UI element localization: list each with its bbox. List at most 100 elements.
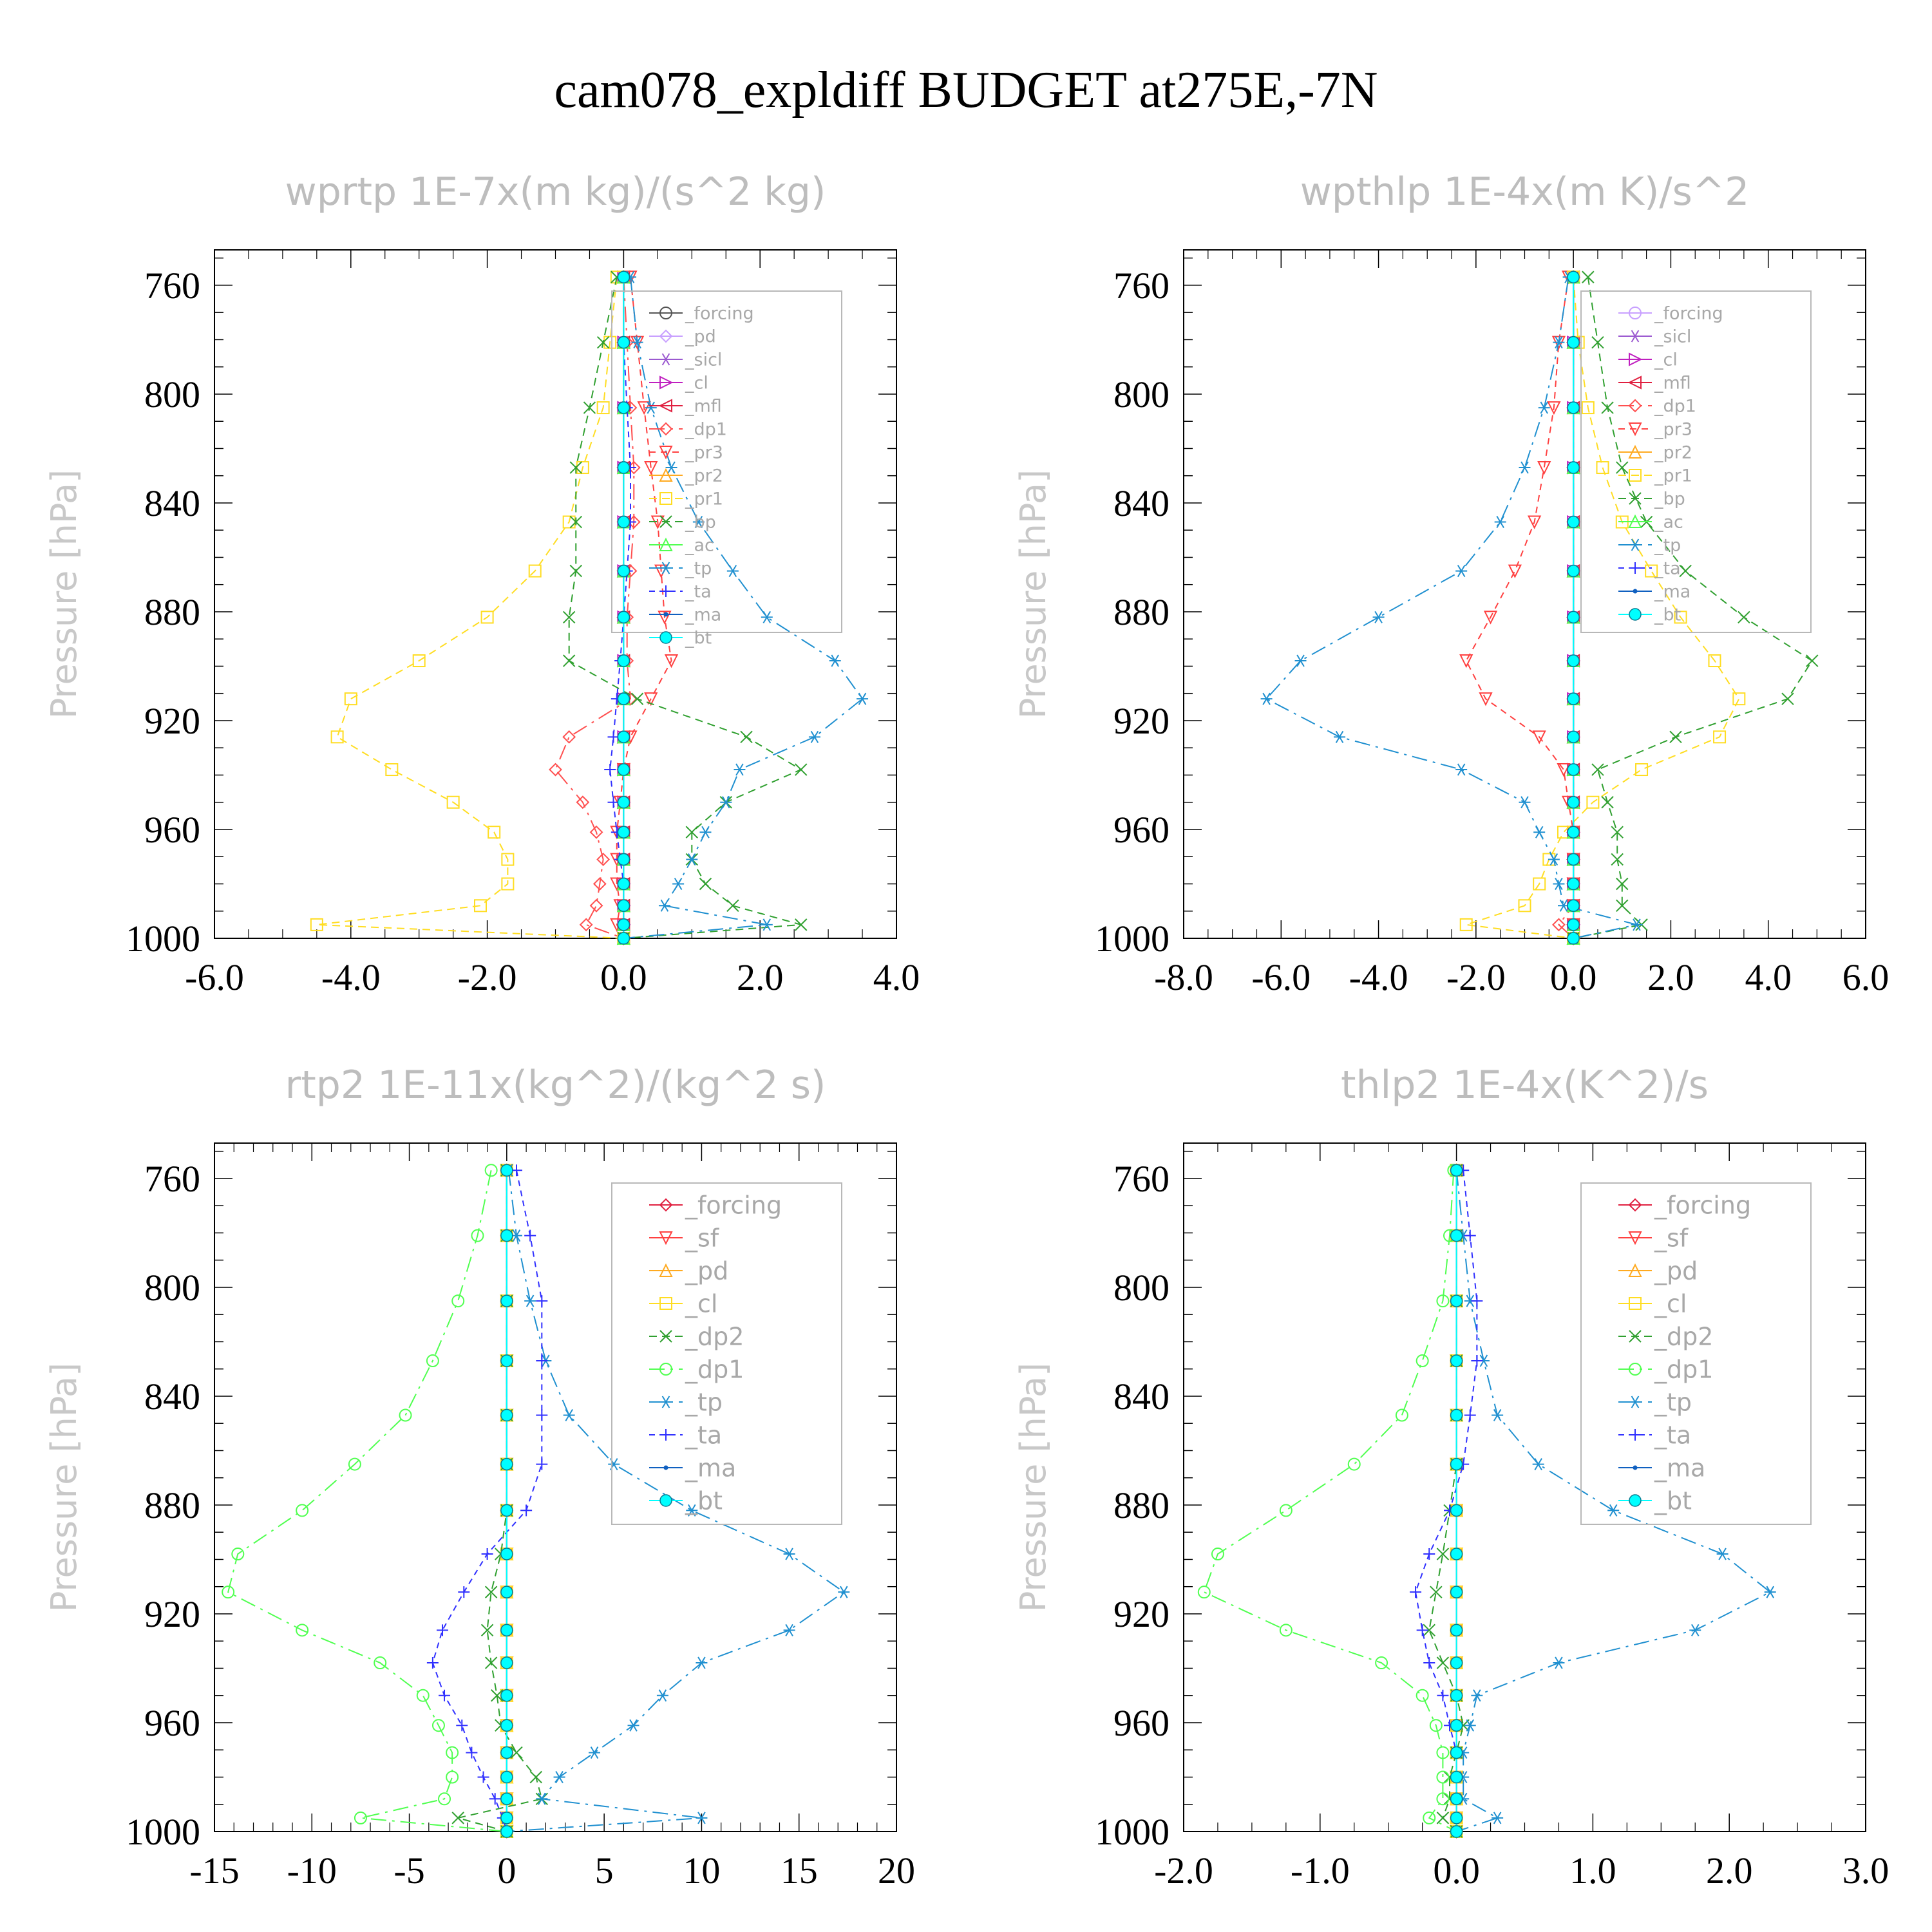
data-point: [740, 730, 753, 744]
data-point: [617, 270, 630, 284]
x-tick-label: 0: [497, 1850, 516, 1891]
legend-item: _mfl: [1618, 373, 1691, 393]
series-bt: [617, 270, 630, 945]
y-tick-label: 920: [1113, 1593, 1170, 1635]
y-tick-label: 1000: [1095, 918, 1170, 960]
data-point: [416, 1689, 430, 1702]
data-point: [1450, 1548, 1463, 1560]
data-point: [451, 1812, 464, 1824]
legend-label: _pr3: [1654, 419, 1692, 439]
data-point: [726, 565, 739, 578]
legend-marker: [1629, 469, 1642, 482]
data-point: [310, 918, 323, 931]
data-point: [385, 763, 399, 777]
data-point: [1483, 611, 1498, 625]
data-point: [524, 1294, 536, 1307]
legend-marker: [1629, 1330, 1642, 1343]
data-point: [1430, 1586, 1443, 1598]
data-point: [1455, 763, 1468, 776]
data-point: [446, 1746, 459, 1759]
legend-marker: [658, 399, 672, 413]
data-point: [500, 1229, 513, 1242]
panel-title: rtp2 1E-11x(kg^2)/(kg^2 s): [285, 1063, 826, 1108]
legend-item: _ta: [649, 1421, 722, 1449]
data-point: [658, 899, 670, 912]
data-point: [471, 1229, 484, 1242]
data-point: [672, 877, 685, 891]
data-point: [1806, 654, 1819, 667]
legend-marker: [663, 612, 668, 617]
data-point: [658, 611, 672, 625]
legend-label: _pr1: [685, 489, 723, 509]
data-point: [783, 1624, 795, 1636]
data-point: [1260, 692, 1273, 705]
y-tick-label: 840: [144, 482, 200, 524]
data-point: [631, 336, 643, 349]
data-point: [1347, 1457, 1361, 1471]
y-tick-label: 960: [144, 1702, 200, 1744]
legend-label: _dp2: [1654, 1322, 1713, 1350]
data-point: [222, 1586, 235, 1599]
data-point: [296, 1624, 309, 1637]
data-point: [1436, 1548, 1450, 1560]
data-point: [536, 1458, 548, 1470]
data-point: [330, 730, 344, 744]
data-point: [501, 877, 515, 891]
legend-label: _ma: [685, 1454, 736, 1482]
data-point: [536, 1409, 548, 1421]
legend-marker: [659, 1263, 673, 1277]
legend-item: _ta: [649, 582, 712, 601]
legend-label: _pr1: [1654, 466, 1692, 486]
data-point: [1557, 763, 1571, 777]
legend-marker: [1628, 1263, 1642, 1277]
data-point: [500, 1656, 513, 1669]
data-point: [1567, 795, 1580, 809]
data-point: [607, 731, 620, 743]
data-point: [1450, 1770, 1463, 1784]
data-point: [1567, 564, 1580, 578]
data-point: [426, 1354, 439, 1368]
y-tick-label: 960: [1113, 809, 1170, 851]
data-point: [1416, 1624, 1428, 1636]
data-point: [529, 1770, 542, 1784]
y-tick-label: 760: [1113, 265, 1170, 307]
legend-label: _sicl: [1654, 327, 1691, 346]
data-point: [1616, 899, 1629, 913]
data-point: [1416, 1354, 1429, 1368]
legend-item: _ac: [649, 535, 714, 555]
data-point: [1567, 611, 1580, 624]
legend-item: _forcing: [649, 1191, 782, 1219]
data-point: [480, 1624, 494, 1637]
legend-label: _ac: [685, 535, 714, 555]
legend-box: [1580, 290, 1812, 633]
data-point: [1586, 795, 1600, 809]
legend-item: _bt: [649, 1486, 723, 1515]
data-point: [553, 1770, 565, 1784]
legend-item: _pr1: [649, 489, 723, 509]
data-point: [576, 461, 589, 475]
legend-marker: [659, 1198, 673, 1212]
y-axis-label: Pressure [hPa]: [1013, 469, 1054, 719]
data-point: [627, 1719, 639, 1732]
legend-item: _cl: [1618, 350, 1678, 370]
x-tick-label: 0.0: [1433, 1850, 1480, 1891]
data-point: [1450, 1825, 1463, 1838]
data-point: [617, 336, 630, 349]
legend-label: _dp1: [1654, 1355, 1713, 1383]
data-point: [510, 1746, 523, 1759]
panel-title: wpthlp 1E-4x(m K)/s^2: [1300, 169, 1750, 214]
data-point: [1567, 654, 1580, 667]
data-point: [500, 1164, 513, 1177]
series-line: [1466, 277, 1740, 939]
y-tick-label: 920: [144, 700, 200, 742]
data-point: [699, 826, 712, 838]
legend-marker: [1629, 1396, 1641, 1408]
data-point: [1436, 1294, 1450, 1308]
legend-label: _ma: [1654, 1454, 1705, 1482]
data-point: [456, 1719, 468, 1732]
legend-item: _forcing: [1618, 303, 1723, 323]
legend-label: _ta: [685, 1421, 722, 1449]
data-point: [1764, 1586, 1776, 1598]
legend-label: _pr3: [685, 442, 723, 462]
series-tp: [618, 270, 869, 945]
